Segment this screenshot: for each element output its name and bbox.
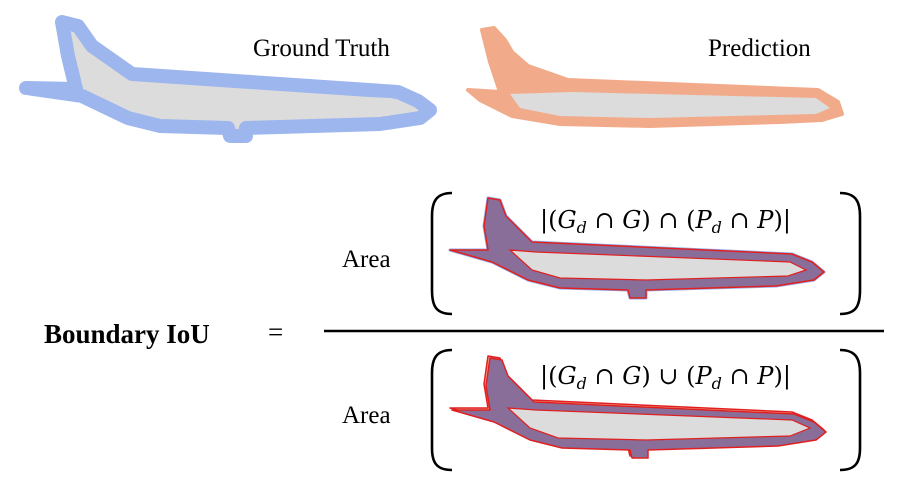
union-boundary-airplane [449, 355, 827, 459]
numerator: Area |(Gd ∩ G) ∩ (Pd ∩ P)| [342, 191, 862, 316]
denominator-expression: |(Gd ∩ G) ∪ (Pd ∩ P)| [540, 362, 791, 393]
denominator-right-bracket [839, 348, 862, 472]
denominator-left-bracket [430, 348, 453, 472]
prediction-label: Prediction [708, 35, 811, 62]
ground-truth-airplane [26, 22, 430, 136]
prediction-airplane [466, 26, 844, 128]
numerator-right-bracket [839, 191, 862, 316]
numerator-area-label: Area [342, 246, 391, 273]
ground-truth-label: Ground Truth [253, 35, 390, 62]
boundary-iou-label: Boundary IoU [44, 319, 210, 349]
equals-sign: = [268, 317, 283, 347]
intersection-boundary-airplane [448, 196, 826, 300]
numerator-left-bracket [430, 191, 453, 316]
numerator-expression: |(Gd ∩ G) ∩ (Pd ∩ P)| [540, 206, 791, 237]
denominator-area-label: Area [342, 402, 391, 429]
denominator: Area |(Gd ∩ G) ∪ (Pd ∩ P)| [342, 348, 862, 472]
